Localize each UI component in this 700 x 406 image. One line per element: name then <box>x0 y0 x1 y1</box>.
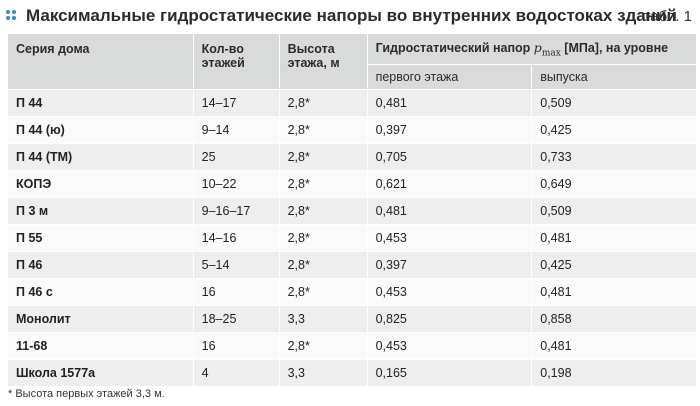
table-row: 11-68 16 2,8* 0,453 0,481 <box>7 332 697 360</box>
table-row: П 55 14–16 2,8* 0,453 0,481 <box>7 224 697 252</box>
first-floor-cell: 0,453 <box>366 224 533 252</box>
outlet-cell: 0,733 <box>531 143 697 171</box>
title-row: Максимальные гидростатические напоры во … <box>0 0 700 34</box>
floors-cell: 9–14 <box>192 116 280 144</box>
first-floor-cell: 0,705 <box>366 143 533 171</box>
table-row: Монолит 18–25 3,3 0,825 0,858 <box>7 305 697 333</box>
bullet-dots-icon <box>6 10 18 22</box>
height-cell: 2,8* <box>278 197 368 225</box>
floors-cell: 14–16 <box>192 224 280 252</box>
floors-cell: 5–14 <box>192 251 280 279</box>
outlet-cell: 0,509 <box>531 89 697 117</box>
outlet-cell: 0,425 <box>531 251 697 279</box>
height-cell: 2,8* <box>278 116 368 144</box>
outlet-cell: 0,509 <box>531 197 697 225</box>
first-floor-cell: 0,453 <box>366 278 533 306</box>
outlet-cell: 0,858 <box>531 305 697 333</box>
series-cell: П 3 м <box>7 197 194 225</box>
first-floor-cell: 0,453 <box>366 332 533 360</box>
first-floor-cell: 0,481 <box>366 197 533 225</box>
height-cell: 2,8* <box>278 251 368 279</box>
height-cell: 2,8* <box>278 170 368 198</box>
outlet-cell: 0,481 <box>531 278 697 306</box>
floors-cell: 4 <box>192 359 280 387</box>
height-cell: 2,8* <box>278 278 368 306</box>
header-pressure-suffix: [МПа], на уровне <box>564 40 669 55</box>
series-cell: П 55 <box>7 224 194 252</box>
first-floor-cell: 0,397 <box>366 251 533 279</box>
height-cell: 2,8* <box>278 332 368 360</box>
series-cell: П 44 <box>7 89 194 117</box>
table-row: П 44 14–17 2,8* 0,481 0,509 <box>7 89 697 117</box>
first-floor-cell: 0,825 <box>366 305 533 333</box>
series-cell: П 46 <box>7 251 194 279</box>
outlet-cell: 0,481 <box>531 332 697 360</box>
footnote: * Высота первых этажей 3,3 м. <box>8 388 165 400</box>
table-row: П 44 (ю) 9–14 2,8* 0,397 0,425 <box>7 116 697 144</box>
floors-cell: 10–22 <box>192 170 280 198</box>
table-row: П 44 (ТМ) 25 2,8* 0,705 0,733 <box>7 143 697 171</box>
first-floor-cell: 0,165 <box>366 359 533 387</box>
outlet-cell: 0,198 <box>531 359 697 387</box>
outlet-cell: 0,649 <box>531 170 697 198</box>
first-floor-cell: 0,621 <box>366 170 533 198</box>
header-pressure-prefix: Гидростатический напор <box>375 40 531 55</box>
series-cell: 11-68 <box>7 332 194 360</box>
series-cell: Школа 1577а <box>7 359 194 387</box>
pmax-symbol: pmax <box>533 39 561 59</box>
height-cell: 2,8* <box>278 143 368 171</box>
height-cell: 3,3 <box>278 359 368 387</box>
series-cell: П 46 с <box>7 278 194 306</box>
header-height: Высота этажа, м <box>278 33 368 90</box>
floors-cell: 25 <box>192 143 280 171</box>
header-series: Серия дома <box>7 33 194 90</box>
height-cell: 2,8* <box>278 224 368 252</box>
header-outlet: выпуска <box>531 64 697 90</box>
series-cell: П 44 (ю) <box>7 116 194 144</box>
first-floor-cell: 0,397 <box>366 116 533 144</box>
outlet-cell: 0,425 <box>531 116 697 144</box>
series-cell: КОПЭ <box>7 170 194 198</box>
page-title: Максимальные гидростатические напоры во … <box>26 6 677 25</box>
header-pressure: Гидростатический напор pmax [МПа], на ур… <box>366 33 698 65</box>
floors-cell: 18–25 <box>192 305 280 333</box>
table-row: П 3 м 9–16–17 2,8* 0,481 0,509 <box>7 197 697 225</box>
floors-cell: 16 <box>192 332 280 360</box>
height-cell: 3,3 <box>278 305 368 333</box>
floors-cell: 9–16–17 <box>192 197 280 225</box>
header-first-floor: первого этажа <box>366 64 533 90</box>
data-table: Серия дома Кол-во этажей Высота этажа, м… <box>7 33 698 387</box>
table-row: Школа 1577а 4 3,3 0,165 0,198 <box>7 359 697 387</box>
floors-cell: 14–17 <box>192 89 280 117</box>
table-row: П 46 5–14 2,8* 0,397 0,425 <box>7 251 697 279</box>
outlet-cell: 0,481 <box>531 224 697 252</box>
series-cell: Монолит <box>7 305 194 333</box>
floors-cell: 16 <box>192 278 280 306</box>
table-label: табл. 1 <box>643 8 692 25</box>
table-row: П 46 с 16 2,8* 0,453 0,481 <box>7 278 697 306</box>
first-floor-cell: 0,481 <box>366 89 533 117</box>
table-row: КОПЭ 10–22 2,8* 0,621 0,649 <box>7 170 697 198</box>
height-cell: 2,8* <box>278 89 368 117</box>
series-cell: П 44 (ТМ) <box>7 143 194 171</box>
header-floors: Кол-во этажей <box>192 33 280 90</box>
